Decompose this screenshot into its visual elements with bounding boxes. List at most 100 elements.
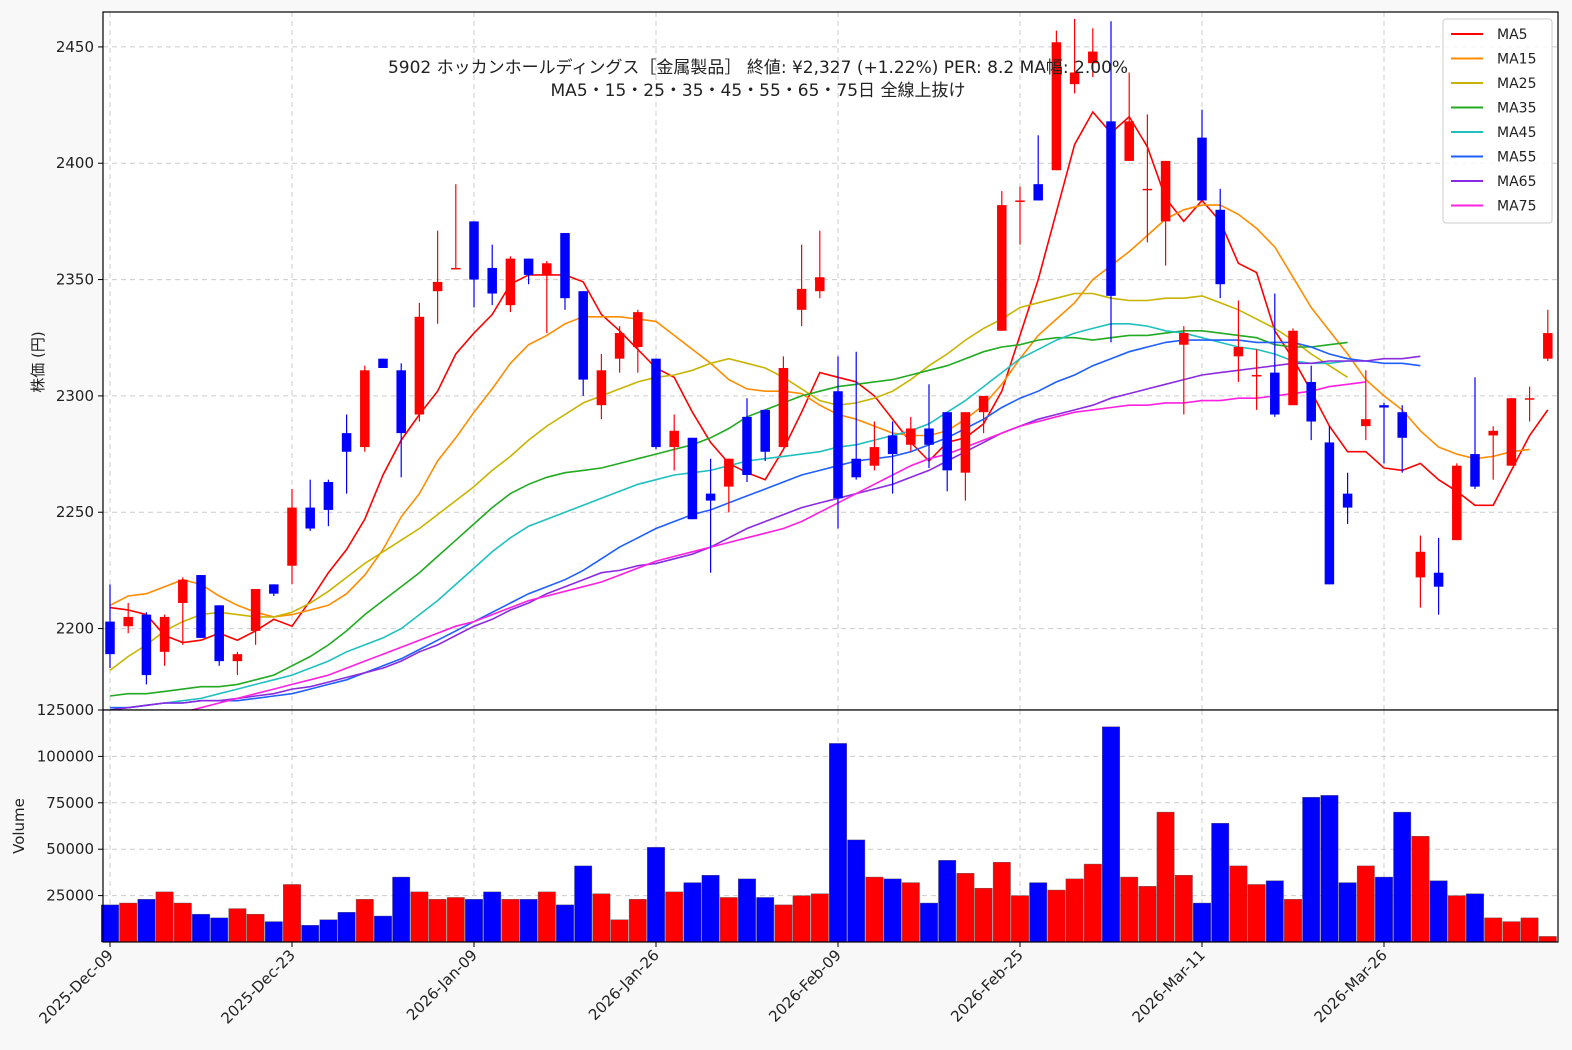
candle-up: [614, 333, 625, 359]
legend-label-ma65: MA65: [1497, 174, 1536, 190]
ma-line-ma65: [109, 355, 1421, 710]
volume-axis-ticks: 25000 50000 75000 100000 125000: [37, 701, 103, 905]
candle-up: [1288, 330, 1298, 406]
candle-down: [214, 605, 224, 662]
candle-up: [1233, 347, 1244, 357]
volume-bar: [1356, 865, 1375, 943]
candle-down: [578, 291, 588, 380]
volume-bar: [374, 915, 392, 943]
candle-up: [1142, 188, 1153, 191]
volume-bar: [1302, 797, 1321, 943]
volume-bar: [519, 899, 538, 943]
volume-bar: [556, 904, 574, 943]
volume-bar: [1338, 882, 1357, 943]
candle-up: [1506, 398, 1517, 466]
candle-down: [1033, 184, 1043, 201]
candle-down: [469, 221, 479, 280]
candle-up: [1088, 51, 1098, 64]
candle-up: [1251, 374, 1262, 377]
volume-bar: [865, 876, 884, 943]
volume-bar: [956, 873, 975, 943]
candle-down: [341, 433, 352, 452]
volume-bar: [1065, 878, 1084, 943]
price-tick-label: 2300: [56, 387, 94, 405]
volume-bar: [1120, 876, 1139, 943]
volume-bar: [774, 904, 793, 943]
volume-tick-label: 100000: [37, 747, 94, 765]
candle-up: [1488, 430, 1498, 436]
candle-down: [523, 258, 534, 275]
candle-down: [1470, 454, 1480, 487]
volume-bar: [446, 897, 465, 943]
volume-bar: [355, 899, 374, 943]
volume-bar: [1265, 880, 1284, 943]
candle-down: [833, 391, 843, 499]
volume-bar: [1138, 886, 1157, 943]
volume-bar: [483, 891, 502, 943]
volume-bar: [173, 902, 192, 943]
candle-up: [778, 367, 789, 448]
legend-label-ma75: MA75: [1497, 199, 1536, 215]
volume-bar: [410, 891, 429, 943]
volume-bar: [1538, 936, 1557, 943]
legend-box: [1442, 18, 1553, 224]
volume-bar: [1484, 917, 1503, 943]
volume-bar: [1247, 884, 1266, 943]
volume-bar: [155, 891, 174, 943]
volume-bar: [1083, 863, 1102, 943]
volume-bar: [1375, 876, 1393, 943]
chart-title-line1: 5902 ホッカンホールディングス［金属製品］ 終値: ¥2,327 (+1.2…: [388, 57, 1128, 78]
volume-bar: [501, 899, 520, 943]
volume-bar: [101, 904, 119, 943]
candle-up: [796, 288, 807, 310]
volume-bar: [1320, 795, 1339, 943]
candle-up: [978, 395, 989, 413]
candle-up: [815, 277, 825, 292]
candle-up: [1069, 72, 1080, 85]
candle-down: [196, 575, 206, 638]
candle-down: [305, 507, 315, 529]
candle-down: [887, 435, 898, 455]
candle-down: [378, 358, 388, 368]
candle-up: [1160, 160, 1171, 222]
candle-down: [396, 370, 406, 434]
candle-up: [669, 430, 679, 448]
candle-up: [1524, 398, 1535, 400]
candle-down: [1270, 372, 1280, 415]
candle-up: [906, 428, 916, 445]
candlesticks: [105, 18, 1553, 685]
price-tick-label: 2450: [56, 38, 94, 56]
volume-bar: [264, 921, 283, 943]
candle-down: [942, 412, 952, 471]
candle-down: [1324, 442, 1335, 585]
volume-bar: [665, 891, 684, 943]
candle-down: [851, 458, 861, 478]
volume-bar: [683, 882, 702, 943]
candle-down: [269, 584, 279, 594]
candle-down: [1197, 137, 1207, 201]
volume-tick-label: 125000: [37, 701, 94, 719]
volume-bar: [192, 913, 210, 943]
volume-bar: [137, 899, 156, 943]
volume-bar: [1411, 836, 1430, 943]
candle-down: [1379, 405, 1389, 408]
candle-up: [633, 312, 643, 348]
volume-bar: [1429, 880, 1448, 943]
volume-bar: [428, 899, 447, 943]
candle-up: [1452, 465, 1462, 541]
candle-down: [705, 493, 716, 501]
volume-bar: [628, 899, 647, 943]
candle-down: [323, 481, 334, 510]
candle-up: [159, 616, 170, 652]
moving-average-lines: [109, 110, 1549, 710]
volume-bar: [1211, 823, 1230, 943]
ma-line-ma35: [109, 329, 1348, 697]
candle-up: [1015, 200, 1025, 202]
volume-bar: [1047, 889, 1066, 943]
price-tick-label: 2400: [56, 154, 94, 172]
volume-bar: [647, 847, 665, 943]
volume-bar: [337, 912, 356, 943]
volume-bar: [1193, 902, 1211, 943]
volume-bar: [701, 874, 720, 943]
